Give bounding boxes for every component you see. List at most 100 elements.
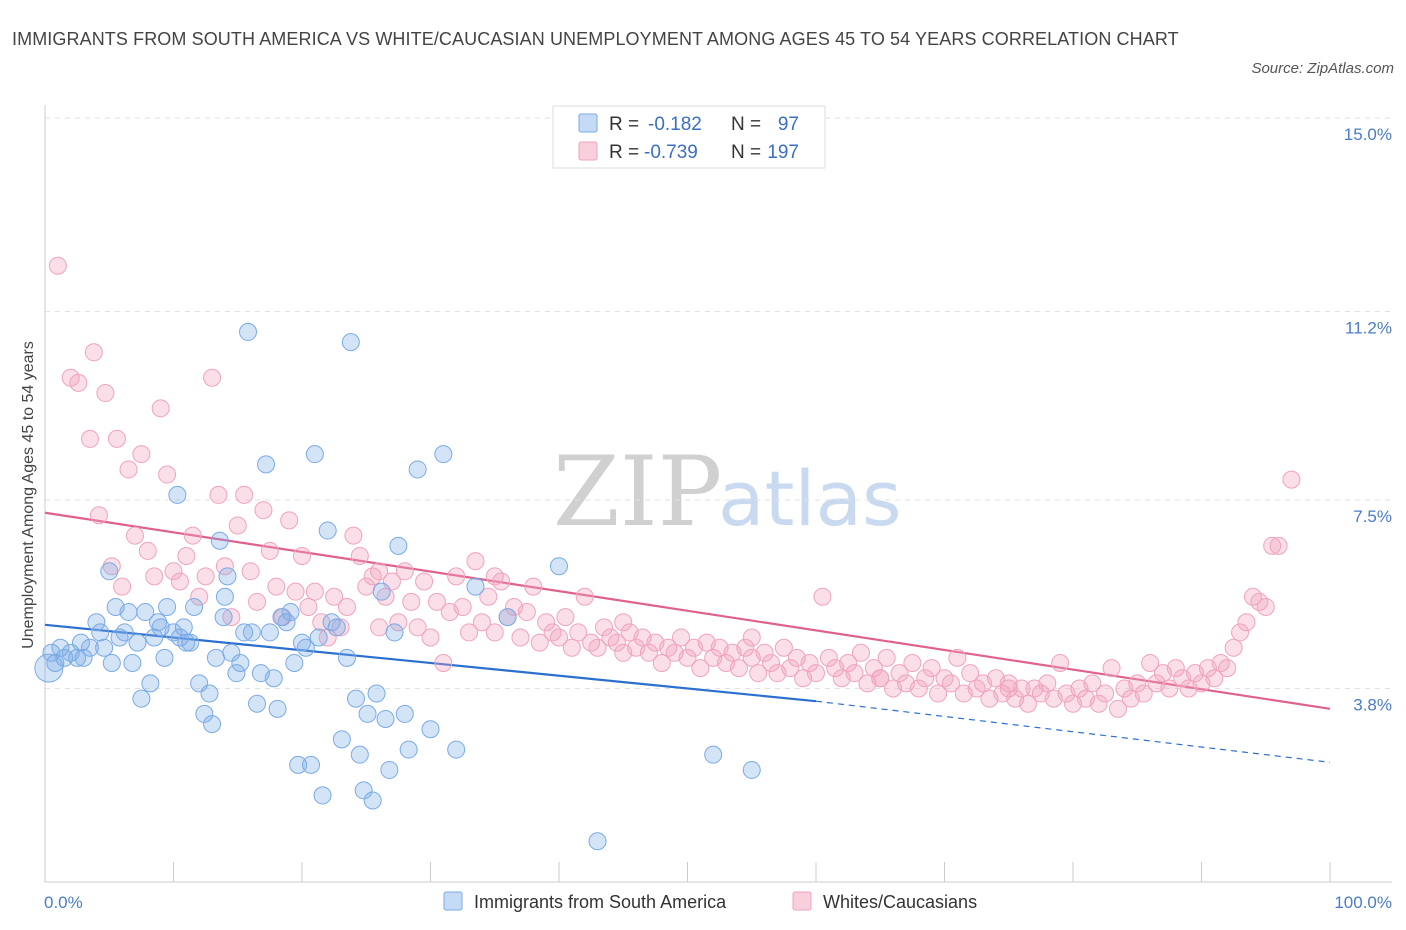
point-immigrants-22: [136, 603, 155, 622]
point-immigrants-95: [466, 577, 485, 596]
point-whites-72: [517, 603, 536, 622]
point-whites-30: [248, 592, 267, 611]
point-whites-192: [485, 567, 504, 586]
point-immigrants-83: [389, 536, 408, 555]
point-whites-56: [415, 572, 434, 591]
point-whites-149: [1012, 679, 1031, 698]
point-whites-139: [948, 648, 967, 667]
point-immigrants-8: [74, 648, 93, 667]
correlation-legend: R = -0.182 N = 97 R = -0.739 N = 197: [552, 105, 826, 169]
point-immigrants-56: [272, 608, 291, 627]
point-whites-162: [1096, 684, 1115, 703]
axes: [44, 105, 1392, 883]
point-immigrants-88: [434, 445, 453, 464]
point-immigrants-66: [313, 786, 332, 805]
point-whites-5: [89, 506, 108, 525]
point-whites-113: [781, 659, 800, 678]
legend-n-label-2: N =: [731, 142, 761, 163]
point-whites-38: [299, 597, 318, 616]
point-immigrants-72: [341, 333, 360, 352]
point-whites-97: [678, 648, 697, 667]
point-immigrants-12: [95, 638, 114, 657]
point-whites-179: [1205, 669, 1224, 688]
point-whites-110: [762, 653, 781, 672]
point-whites-164: [1108, 699, 1127, 718]
point-immigrants-53: [260, 623, 279, 642]
point-immigrants-75: [354, 781, 373, 800]
point-whites-196: [999, 679, 1018, 698]
point-immigrants-94: [498, 608, 517, 627]
point-immigrants-63: [301, 755, 320, 774]
legend-swatch-blue: [578, 113, 598, 133]
bottom-legend-label-whites: Whites/Caucasians: [823, 892, 977, 912]
point-whites-193: [614, 613, 633, 632]
point-whites-19: [177, 547, 196, 566]
point-immigrants-82: [385, 623, 404, 642]
point-immigrants-76: [358, 704, 377, 723]
point-whites-184: [1237, 613, 1256, 632]
point-whites-106: [736, 638, 755, 657]
point-whites-46: [350, 547, 369, 566]
point-immigrants-37: [195, 704, 214, 723]
point-whites-169: [1141, 653, 1160, 672]
point-immigrants-3: [51, 638, 70, 657]
point-immigrants-10: [87, 613, 106, 632]
point-whites-15: [151, 399, 170, 418]
point-whites-163: [1102, 659, 1121, 678]
point-whites-135: [922, 659, 941, 678]
point-immigrants-48: [239, 322, 258, 341]
point-whites-16: [158, 465, 177, 484]
point-whites-14: [145, 567, 164, 586]
point-whites-55: [408, 618, 427, 637]
point-immigrants-77: [363, 791, 382, 810]
point-whites-0: [48, 256, 67, 275]
series-immigrants-points: [34, 322, 761, 851]
point-whites-181: [1218, 659, 1237, 678]
point-whites-150: [1019, 694, 1038, 713]
point-whites-17: [164, 562, 183, 581]
point-immigrants-65: [309, 628, 328, 647]
point-whites-23: [203, 368, 222, 387]
point-whites-91: [639, 643, 658, 662]
point-whites-119: [819, 648, 838, 667]
point-whites-141: [961, 664, 980, 683]
point-whites-161: [1089, 694, 1108, 713]
point-whites-10: [119, 460, 138, 479]
point-whites-45: [344, 526, 363, 545]
point-whites-108: [749, 664, 768, 683]
point-immigrants-21: [132, 689, 151, 708]
point-immigrants-7: [71, 633, 90, 652]
point-immigrants-71: [337, 648, 356, 667]
point-immigrants-81: [380, 760, 399, 779]
legend-r-value-2: -0.739: [644, 142, 698, 163]
point-whites-62: [453, 597, 472, 616]
point-immigrants-50: [248, 694, 267, 713]
point-immigrants-17: [115, 623, 134, 642]
point-immigrants-45: [227, 664, 246, 683]
point-immigrants-64: [305, 445, 324, 464]
point-immigrants-68: [322, 613, 341, 632]
point-immigrants-35: [185, 597, 204, 616]
point-whites-182: [1224, 638, 1243, 657]
series-legend: Immigrants from South America Whites/Cau…: [443, 891, 977, 912]
point-whites-61: [447, 567, 466, 586]
bottom-legend-swatch-pink: [792, 891, 812, 911]
point-whites-173: [1166, 659, 1185, 678]
point-whites-26: [222, 608, 241, 627]
point-immigrants-6: [68, 648, 87, 667]
point-immigrants-52: [257, 455, 276, 474]
point-whites-44: [337, 597, 356, 616]
point-whites-112: [774, 638, 793, 657]
point-whites-126: [864, 659, 883, 678]
y-tick-label-3: 15.0%: [1344, 125, 1392, 144]
point-whites-3: [80, 429, 99, 448]
point-whites-13: [138, 541, 157, 560]
point-whites-6: [96, 384, 115, 403]
point-whites-136: [929, 684, 948, 703]
point-immigrants-46: [231, 653, 250, 672]
legend-box: [552, 105, 826, 169]
y-tick-labels: 3.8% 7.5% 11.2% 15.0%: [1344, 125, 1392, 714]
point-whites-189: [1269, 536, 1288, 555]
point-whites-63: [460, 623, 479, 642]
trend-lines: [44, 511, 1331, 763]
